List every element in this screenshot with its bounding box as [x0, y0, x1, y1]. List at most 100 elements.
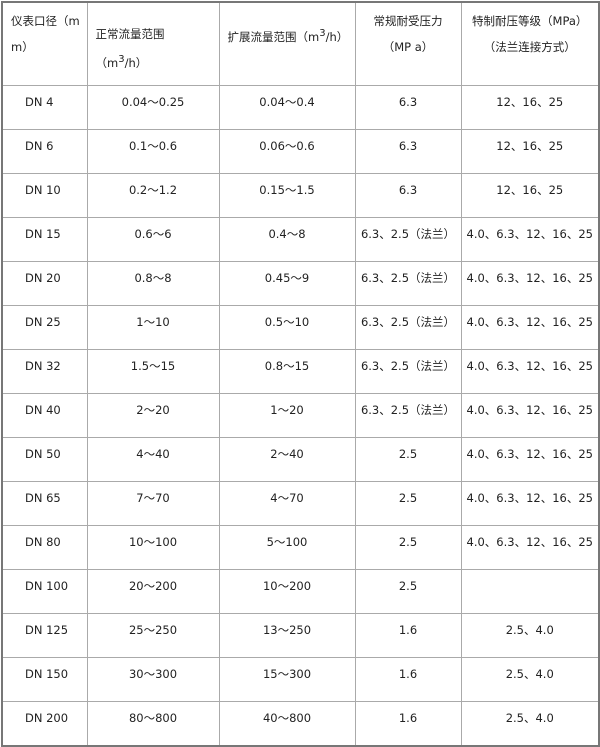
cell-diameter: DN 20 [1, 261, 88, 306]
cell-normal-flow: 0.2～1.2 [86, 173, 220, 218]
cell-special-pressure: 12、16、25 [460, 85, 600, 130]
cell-normal-pressure: 2.5 [354, 525, 462, 570]
cell-special-pressure: 4.0、6.3、12、16、25 [460, 305, 600, 350]
table-row: DN 125 25～250 13～250 1.6 2.5、4.0 [1, 613, 600, 658]
table-row: DN 200 80～800 40～800 1.6 2.5、4.0 [1, 701, 600, 747]
cell-diameter: DN 65 [1, 481, 88, 526]
cell-special-pressure: 4.0、6.3、12、16、25 [460, 393, 600, 438]
cell-diameter: DN 40 [1, 393, 88, 438]
cell-special-pressure: 12、16、25 [460, 129, 600, 174]
header-text: /h） [124, 55, 148, 70]
cell-normal-flow: 25～250 [86, 613, 220, 658]
cell-diameter: DN 80 [1, 525, 88, 570]
table-row: DN 15 0.6～6 0.4～8 6.3、2.5（法兰） 4.0、6.3、12、16、… [1, 217, 600, 262]
cell-normal-flow: 1～10 [86, 305, 220, 350]
header-text: 正常流量范围（m [95, 27, 165, 70]
table-row: DN 150 30～300 15～300 1.6 2.5、4.0 [1, 657, 600, 702]
table-row: DN 40 2～20 1～20 6.3、2.5（法兰） 4.0、6.3、12、16、25 [1, 393, 600, 438]
cell-normal-flow: 10～100 [86, 525, 220, 570]
cell-special-pressure [460, 569, 600, 614]
cell-extended-flow: 2～40 [218, 437, 356, 482]
cell-normal-pressure: 6.3、2.5（法兰） [354, 393, 462, 438]
table-row: DN 25 1～10 0.5～10 6.3、2.5（法兰） 4.0、6.3、12、16、… [1, 305, 600, 350]
cell-normal-pressure: 6.3、2.5（法兰） [354, 217, 462, 262]
cell-special-pressure: 2.5、4.0 [460, 701, 600, 747]
cell-special-pressure: 4.0、6.3、12、16、25 [460, 349, 600, 394]
cell-normal-flow: 0.8～8 [86, 261, 220, 306]
cell-normal-flow: 80～800 [86, 701, 220, 747]
cell-diameter: DN 50 [1, 437, 88, 482]
cell-extended-flow: 0.8～15 [218, 349, 356, 394]
cell-diameter: DN 6 [1, 129, 88, 174]
cell-extended-flow: 0.06～0.6 [218, 129, 356, 174]
cell-normal-pressure: 2.5 [354, 569, 462, 614]
header-text: /h） [325, 29, 349, 44]
cell-diameter: DN 125 [1, 613, 88, 658]
cell-special-pressure: 2.5、4.0 [460, 613, 600, 658]
cell-diameter: DN 4 [1, 85, 88, 130]
cell-extended-flow: 13～250 [218, 613, 356, 658]
cell-normal-pressure: 1.6 [354, 613, 462, 658]
cell-normal-flow: 0.1～0.6 [86, 129, 220, 174]
header-text: 扩展流量范围（m [227, 29, 320, 44]
table-row: DN 20 0.8～8 0.45～9 6.3、2.5（法兰） 4.0、6.3、12、16… [1, 261, 600, 306]
table-row: DN 32 1.5～15 0.8～15 6.3、2.5（法兰） 4.0、6.3、12、1… [1, 349, 600, 394]
cell-special-pressure: 12、16、25 [460, 173, 600, 218]
cell-special-pressure: 2.5、4.0 [460, 657, 600, 702]
table-row: DN 6 0.1～0.6 0.06～0.6 6.3 12、16、25 [1, 129, 600, 174]
cell-special-pressure: 4.0、6.3、12、16、25 [460, 261, 600, 306]
cell-normal-pressure: 6.3、2.5（法兰） [354, 305, 462, 350]
cell-special-pressure: 4.0、6.3、12、16、25 [460, 437, 600, 482]
cell-extended-flow: 15～300 [218, 657, 356, 702]
header-special-pressure: 特制耐压等级（MPa）（法兰连接方式） [460, 1, 600, 86]
cell-extended-flow: 5～100 [218, 525, 356, 570]
cell-normal-pressure: 6.3 [354, 85, 462, 130]
table-row: DN 50 4～40 2～40 2.5 4.0、6.3、12、16、25 [1, 437, 600, 482]
cell-diameter: DN 25 [1, 305, 88, 350]
cell-normal-pressure: 6.3 [354, 129, 462, 174]
cell-diameter: DN 100 [1, 569, 88, 614]
table-row: DN 65 7～70 4～70 2.5 4.0、6.3、12、16、25 [1, 481, 600, 526]
cell-normal-flow: 4～40 [86, 437, 220, 482]
cell-extended-flow: 40～800 [218, 701, 356, 747]
header-diameter: 仪表口径（m m） [1, 1, 88, 86]
header-row: 仪表口径（m m） 正常流量范围（m3/h） 扩展流量范围（m3/h） 常规耐受… [1, 1, 600, 86]
cell-diameter: DN 32 [1, 349, 88, 394]
cell-normal-flow: 0.6～6 [86, 217, 220, 262]
cell-normal-pressure: 2.5 [354, 437, 462, 482]
cell-normal-flow: 0.04～0.25 [86, 85, 220, 130]
cell-diameter: DN 150 [1, 657, 88, 702]
cell-extended-flow: 0.04～0.4 [218, 85, 356, 130]
cell-extended-flow: 0.15～1.5 [218, 173, 356, 218]
cell-extended-flow: 0.45～9 [218, 261, 356, 306]
header-extended-flow: 扩展流量范围（m3/h） [218, 1, 356, 86]
cell-normal-flow: 20～200 [86, 569, 220, 614]
cell-extended-flow: 4～70 [218, 481, 356, 526]
cell-diameter: DN 200 [1, 701, 88, 747]
cell-extended-flow: 10～200 [218, 569, 356, 614]
header-normal-pressure: 常规耐受压力（MP a） [354, 1, 462, 86]
cell-normal-pressure: 1.6 [354, 701, 462, 747]
cell-normal-pressure: 6.3、2.5（法兰） [354, 261, 462, 306]
cell-normal-flow: 1.5～15 [86, 349, 220, 394]
cell-normal-pressure: 6.3 [354, 173, 462, 218]
cell-special-pressure: 4.0、6.3、12、16、25 [460, 217, 600, 262]
cell-extended-flow: 0.4～8 [218, 217, 356, 262]
table-row: DN 10 0.2～1.2 0.15～1.5 6.3 12、16、25 [1, 173, 600, 218]
cell-normal-pressure: 6.3、2.5（法兰） [354, 349, 462, 394]
superscript: 3 [118, 54, 125, 65]
table-row: DN 100 20～200 10～200 2.5 [1, 569, 600, 614]
cell-normal-flow: 30～300 [86, 657, 220, 702]
cell-extended-flow: 0.5～10 [218, 305, 356, 350]
cell-extended-flow: 1～20 [218, 393, 356, 438]
header-normal-flow: 正常流量范围（m3/h） [86, 1, 220, 86]
cell-normal-pressure: 1.6 [354, 657, 462, 702]
cell-normal-pressure: 2.5 [354, 481, 462, 526]
table-row: DN 80 10～100 5～100 2.5 4.0、6.3、12、16、25 [1, 525, 600, 570]
cell-normal-flow: 2～20 [86, 393, 220, 438]
cell-special-pressure: 4.0、6.3、12、16、25 [460, 481, 600, 526]
superscript: 3 [319, 28, 326, 39]
table-row: DN 4 0.04～0.25 0.04～0.4 6.3 12、16、25 [1, 85, 600, 130]
cell-special-pressure: 4.0、6.3、12、16、25 [460, 525, 600, 570]
